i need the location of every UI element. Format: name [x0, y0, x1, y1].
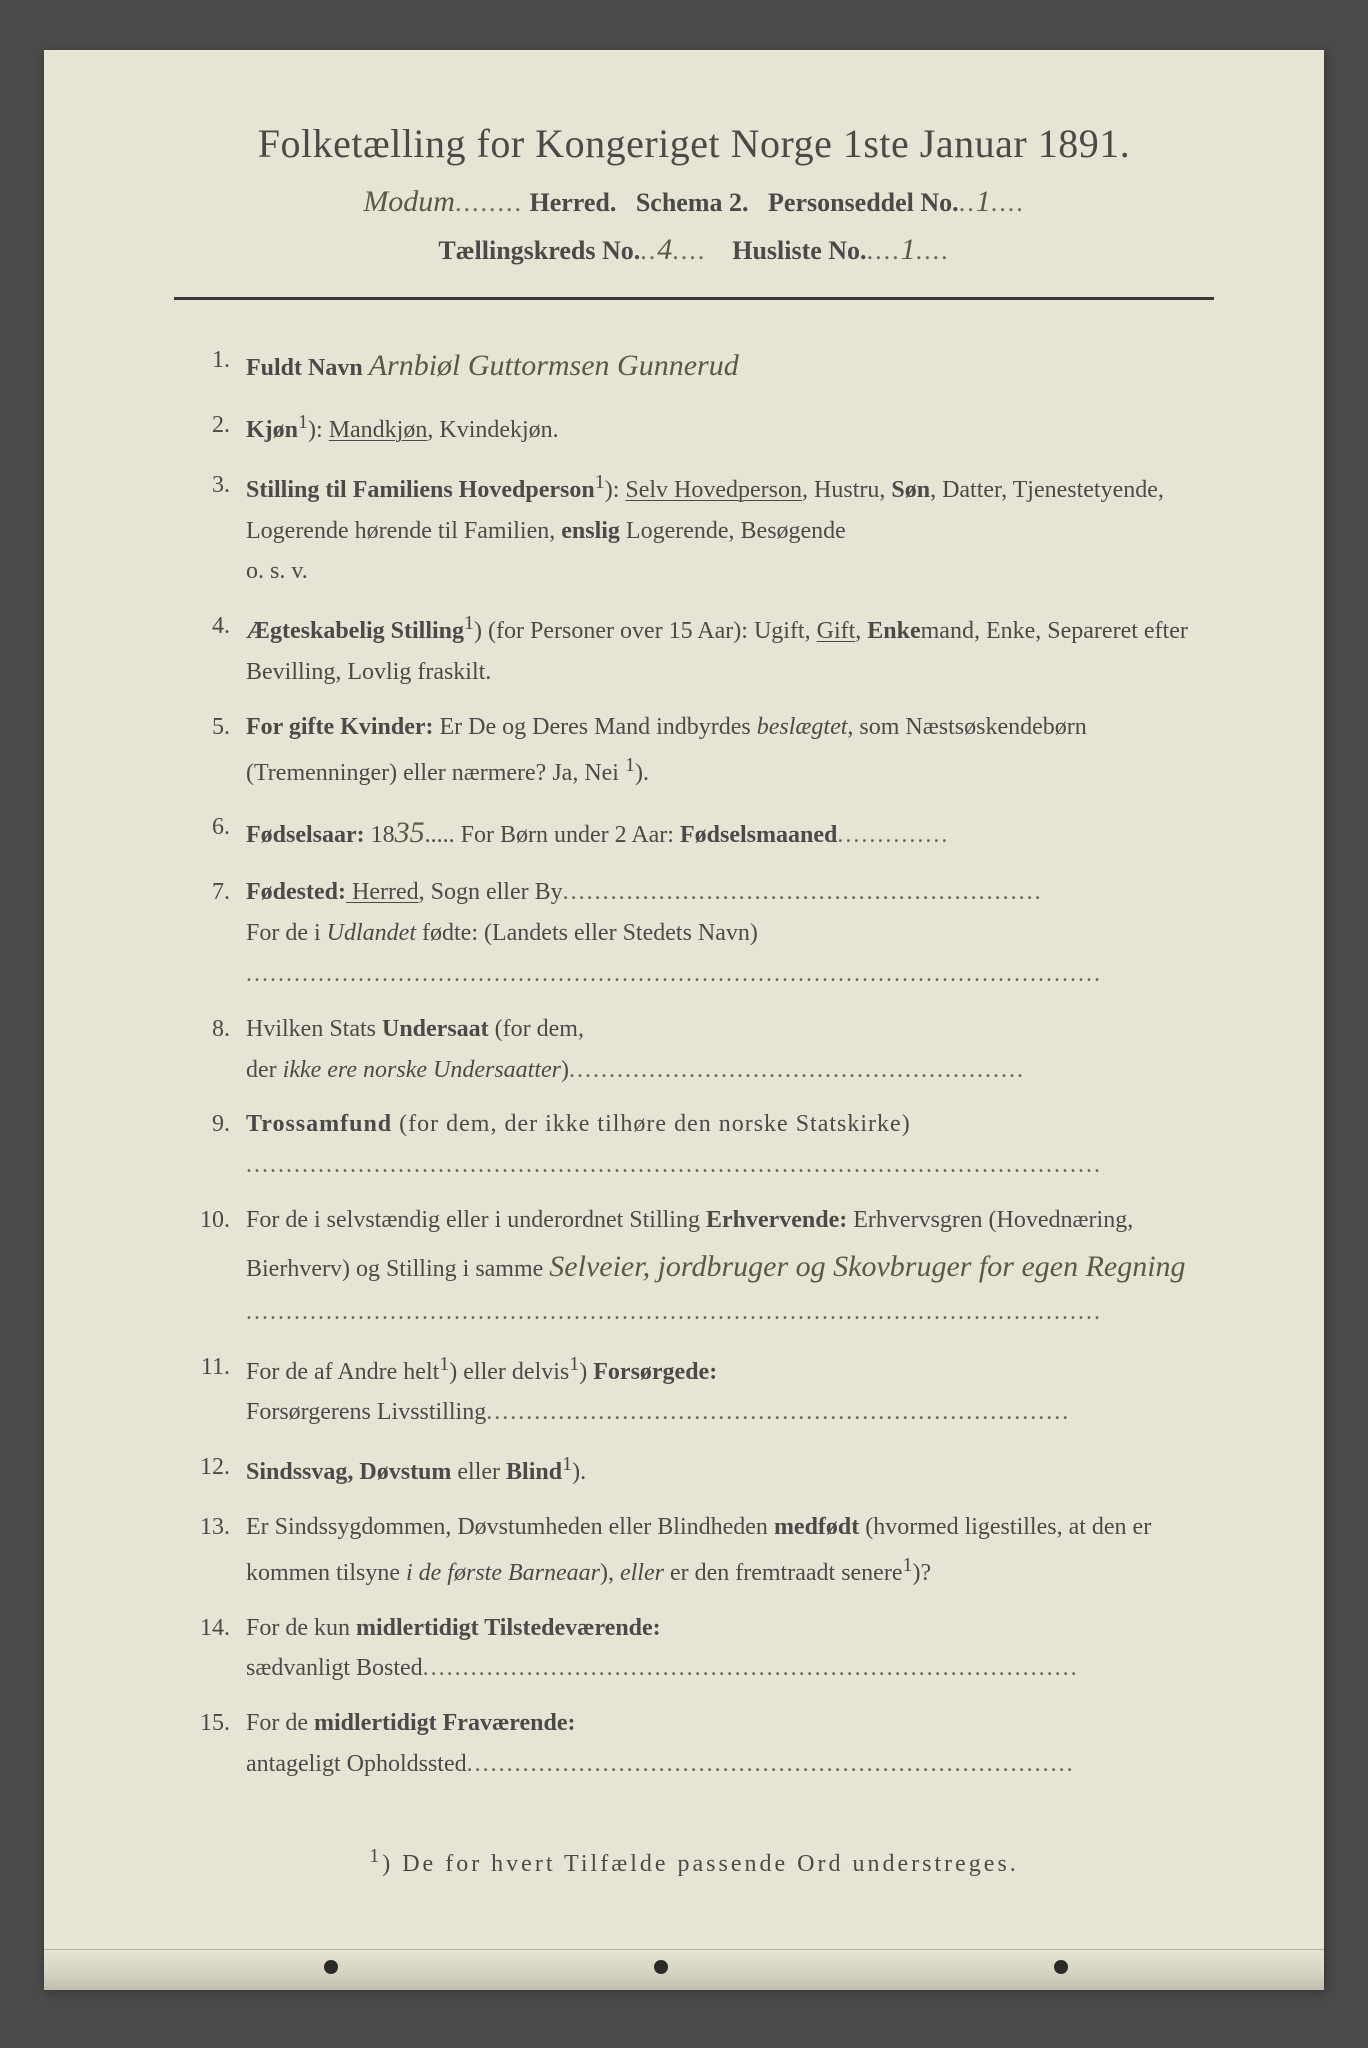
divider	[174, 297, 1214, 300]
q3-selected: Selv Hovedperson	[625, 477, 802, 503]
question-15: 15. For de midlertidigt Fraværende: anta…	[174, 1703, 1214, 1785]
personseddel-label: Personseddel No.	[768, 188, 959, 217]
question-5: 5. For gifte Kvinder: Er De og Deres Man…	[174, 707, 1214, 794]
herred-label: Herred.	[529, 188, 616, 217]
main-title: Folketælling for Kongeriget Norge 1ste J…	[174, 120, 1214, 167]
question-2: 2. Kjøn1): Mandkjøn, Kvindekjøn.	[174, 405, 1214, 451]
document-page: Folketælling for Kongeriget Norge 1ste J…	[44, 50, 1324, 1990]
item-number: 6.	[174, 807, 246, 858]
question-7: 7. Fødested: Herred, Sogn eller By......…	[174, 872, 1214, 994]
husliste-no: 1	[901, 233, 916, 266]
question-11: 11. For de af Andre helt1) eller delvis1…	[174, 1347, 1214, 1434]
dotted-blank-line: ........................................…	[246, 1145, 1214, 1186]
dotted-fill: ........	[455, 188, 523, 217]
kreds-label: Tællingskreds No.	[438, 236, 640, 265]
question-3: 3. Stilling til Familiens Hovedperson1):…	[174, 465, 1214, 592]
question-12: 12. Sindssvag, Døvstum eller Blind1).	[174, 1447, 1214, 1493]
q1-label: Fuldt Navn	[246, 355, 363, 381]
personseddel-no: 1	[976, 185, 991, 218]
q6-year-hw: 35	[395, 816, 425, 849]
item-number: 8.	[174, 1009, 246, 1091]
item-number: 2.	[174, 405, 246, 451]
question-10: 10. For de i selvstændig eller i underor…	[174, 1200, 1214, 1333]
item-number: 4.	[174, 606, 246, 693]
q3-label: Stilling til Familiens Hovedperson	[246, 477, 595, 503]
question-9: 9. Trossamfund (for dem, der ikke tilhør…	[174, 1104, 1214, 1186]
question-8: 8. Hvilken Stats Undersaat (for dem, der…	[174, 1009, 1214, 1091]
q5-label: For gifte Kvinder:	[246, 714, 434, 740]
footnote: 1) De for hvert Tilfælde passende Ord un…	[174, 1845, 1214, 1878]
q2-selected: Mandkjøn	[329, 417, 428, 443]
item-number: 10.	[174, 1200, 246, 1333]
binding-hole	[324, 1960, 338, 1974]
q10-handwritten: Selveier, jordbruger og Skovbruger for e…	[549, 1250, 1185, 1283]
item-number: 3.	[174, 465, 246, 592]
q6-label: Fødselsaar:	[246, 822, 365, 848]
question-13: 13. Er Sindssygdommen, Døvstumheden elle…	[174, 1507, 1214, 1594]
husliste-label: Husliste No.	[732, 236, 866, 265]
binding-hole	[654, 1960, 668, 1974]
dotted-blank-line: ........................................…	[246, 954, 1214, 995]
item-number: 11.	[174, 1347, 246, 1434]
herred-handwritten: Modum	[363, 185, 455, 218]
schema-label: Schema 2.	[636, 188, 749, 217]
q7-label: Fødested:	[246, 879, 346, 905]
page-bottom-edge	[44, 1949, 1324, 1990]
dotted-blank-line: ........................................…	[246, 1292, 1214, 1333]
subtitle-line-2: Tællingskreds No...4.... Husliste No....…	[174, 233, 1214, 267]
question-6: 6. Fødselsaar: 1835..... For Børn under …	[174, 807, 1214, 858]
item-number: 7.	[174, 872, 246, 994]
item-number: 14.	[174, 1608, 246, 1690]
item-number: 12.	[174, 1447, 246, 1493]
kreds-no: 4	[657, 233, 672, 266]
q2-label: Kjøn	[246, 417, 298, 443]
item-number: 15.	[174, 1703, 246, 1785]
item-number: 9.	[174, 1104, 246, 1186]
item-number: 1.	[174, 340, 246, 391]
q4-label: Ægteskabelig Stilling	[246, 618, 464, 644]
binding-hole	[1054, 1960, 1068, 1974]
question-14: 14. For de kun midlertidigt Tilstedevære…	[174, 1608, 1214, 1690]
question-1: 1. Fuldt Navn Arnbiøl Guttormsen Gunneru…	[174, 340, 1214, 391]
q3-osv: o. s. v.	[246, 551, 1214, 592]
item-number: 13.	[174, 1507, 246, 1594]
question-4: 4. Ægteskabelig Stilling1) (for Personer…	[174, 606, 1214, 693]
item-number: 5.	[174, 707, 246, 794]
q1-handwritten: Arnbiøl Guttormsen Gunnerud	[369, 349, 739, 382]
subtitle-line-1: Modum........ Herred. Schema 2. Personse…	[174, 185, 1214, 219]
